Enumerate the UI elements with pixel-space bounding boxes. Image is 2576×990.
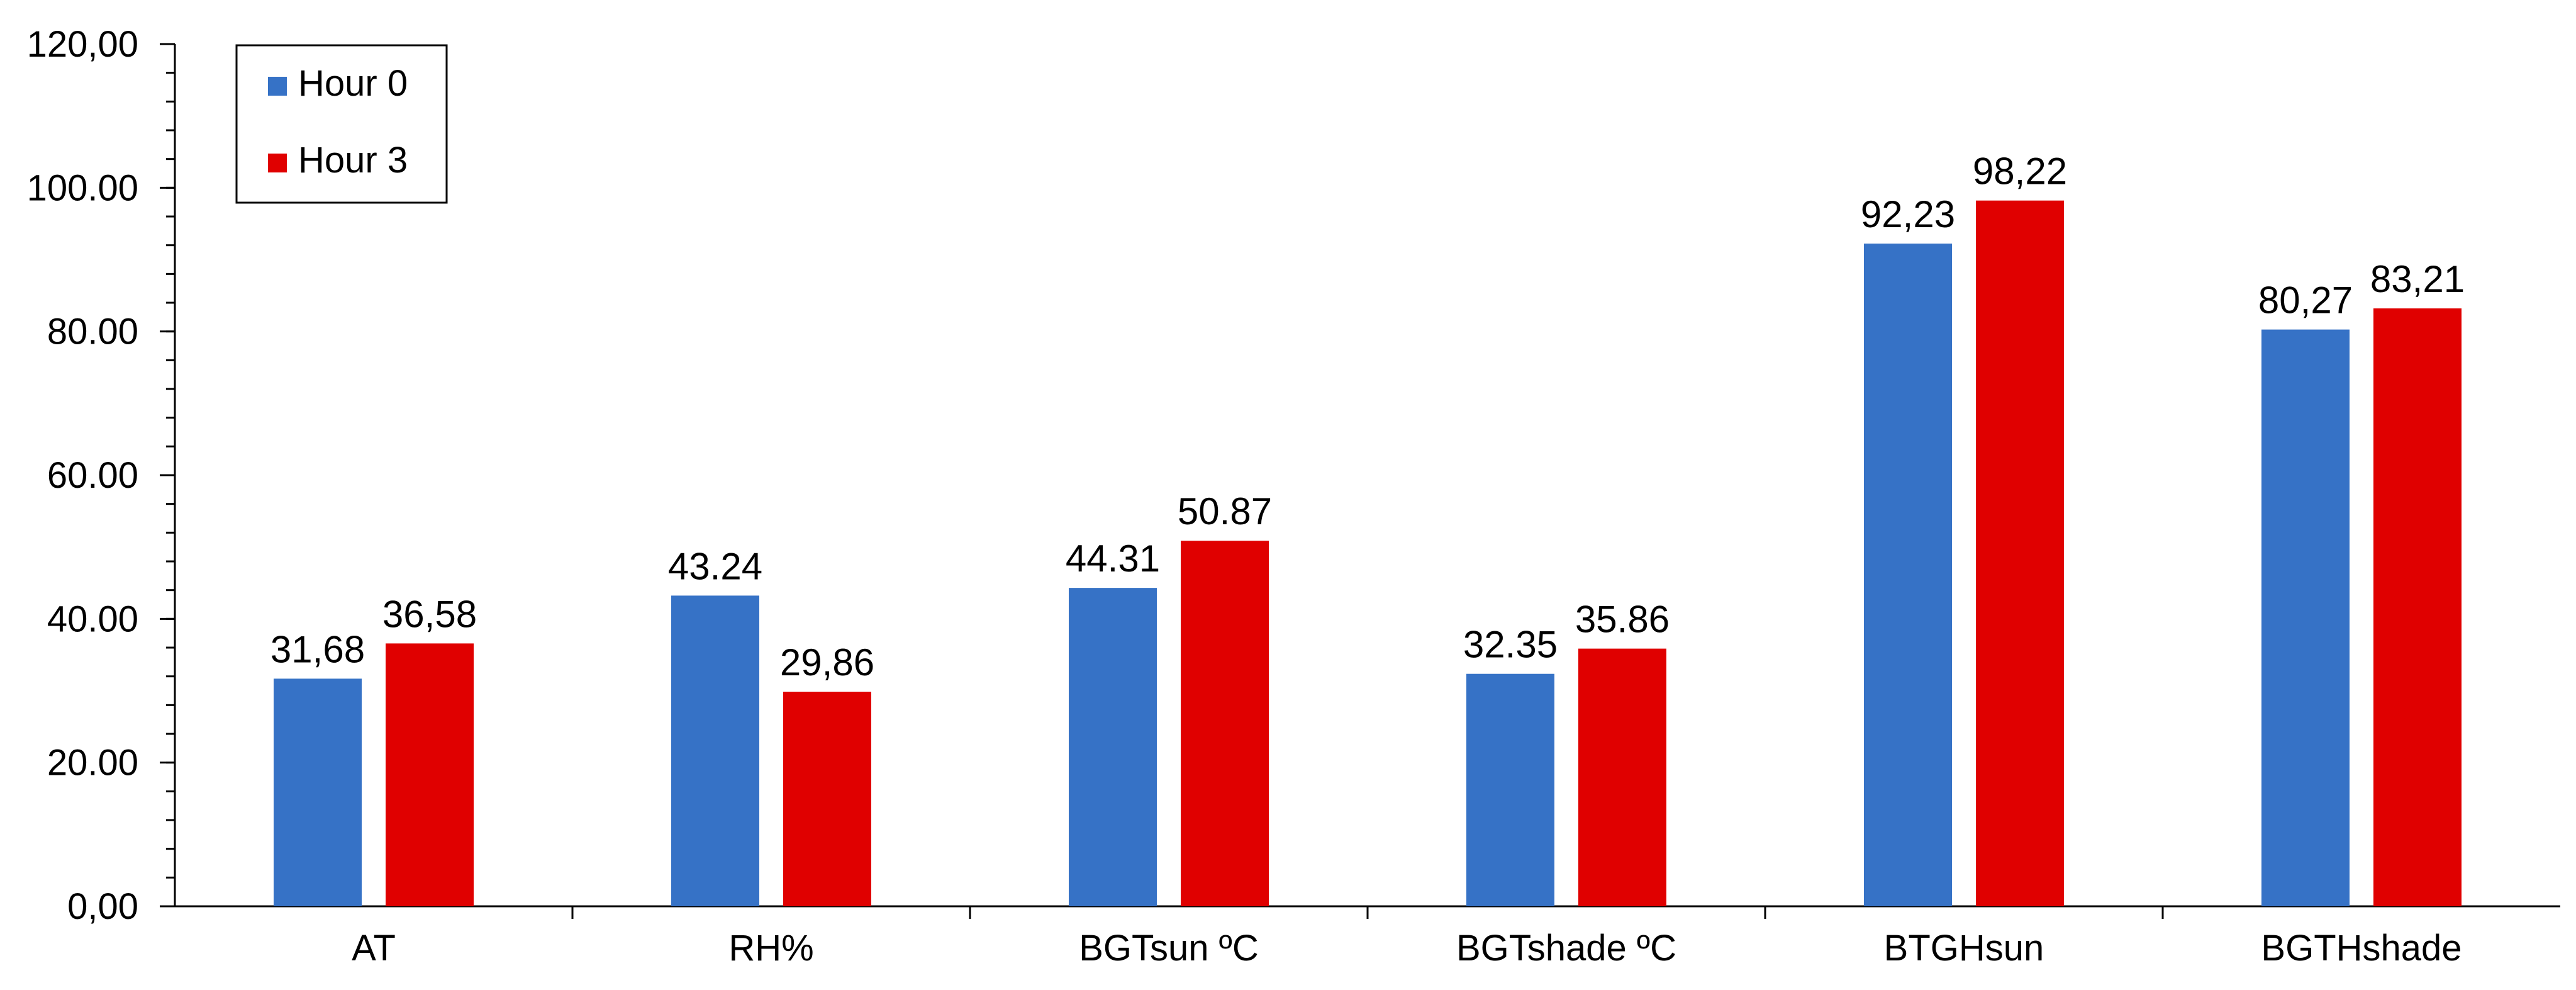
bars xyxy=(274,200,2462,907)
bar-hour-3 xyxy=(1578,648,1666,906)
data-labels: 31,68 36,58 43.24 29,86 44.31 50.87 32.35 35.86… xyxy=(270,150,2465,683)
x-tick-label: AT xyxy=(352,928,396,969)
x-tick-label: BGTHshade xyxy=(2261,928,2462,969)
y-tick-label: 80.00 xyxy=(47,312,138,352)
data-label: 44.31 xyxy=(1066,537,1160,580)
data-label: 43.24 xyxy=(668,545,762,587)
bar-hour-0 xyxy=(274,678,362,906)
bar-hour-3 xyxy=(2373,308,2462,906)
legend-label: Hour 3 xyxy=(298,140,408,181)
data-label: 50.87 xyxy=(1178,490,1272,532)
x-tick-label: BTGHsun xyxy=(1884,928,2044,969)
data-label: 80,27 xyxy=(2258,279,2353,322)
data-label: 35.86 xyxy=(1575,599,1670,641)
y-tick-label: 100.00 xyxy=(27,167,138,208)
x-tick-label: RH% xyxy=(728,928,813,969)
x-tick-label: BGTshade ºC xyxy=(1456,928,1676,969)
bar-hour-0 xyxy=(671,595,759,906)
y-tick-label: 120,00 xyxy=(27,24,138,65)
bar-hour-3 xyxy=(1976,200,2064,906)
data-label: 31,68 xyxy=(270,628,365,670)
data-label: 83,21 xyxy=(2370,258,2465,300)
data-label: 98,22 xyxy=(1973,150,2067,193)
legend-swatch xyxy=(268,77,287,96)
legend-box xyxy=(235,44,448,204)
bar-hour-0 xyxy=(2261,329,2350,906)
y-tick-label: 40.00 xyxy=(47,599,138,639)
y-tick-label: 20.00 xyxy=(47,743,138,784)
legend: Hour 0 Hour 3 xyxy=(235,44,448,204)
data-label: 36,58 xyxy=(382,593,477,635)
data-label: 32.35 xyxy=(1463,624,1558,666)
bar-hour-3 xyxy=(1181,541,1269,906)
bar-hour-3 xyxy=(783,692,871,906)
legend-swatch xyxy=(268,154,287,172)
data-label: 92,23 xyxy=(1861,193,1955,235)
bar-hour-0 xyxy=(1466,673,1554,906)
y-tick-label: 60.00 xyxy=(47,455,138,496)
y-tick-label: 0,00 xyxy=(67,886,138,927)
legend-label: Hour 0 xyxy=(298,63,408,104)
axes: 0,00 20.00 40.00 60.00 80.00 100.00 120,00 AT RH… xyxy=(27,24,2560,969)
data-label: 29,86 xyxy=(780,641,874,683)
bar-hour-0 xyxy=(1864,244,1952,907)
bar-hour-3 xyxy=(386,643,474,906)
x-tick-label: BGTsun ºC xyxy=(1079,928,1259,969)
bar-hour-0 xyxy=(1069,588,1157,906)
